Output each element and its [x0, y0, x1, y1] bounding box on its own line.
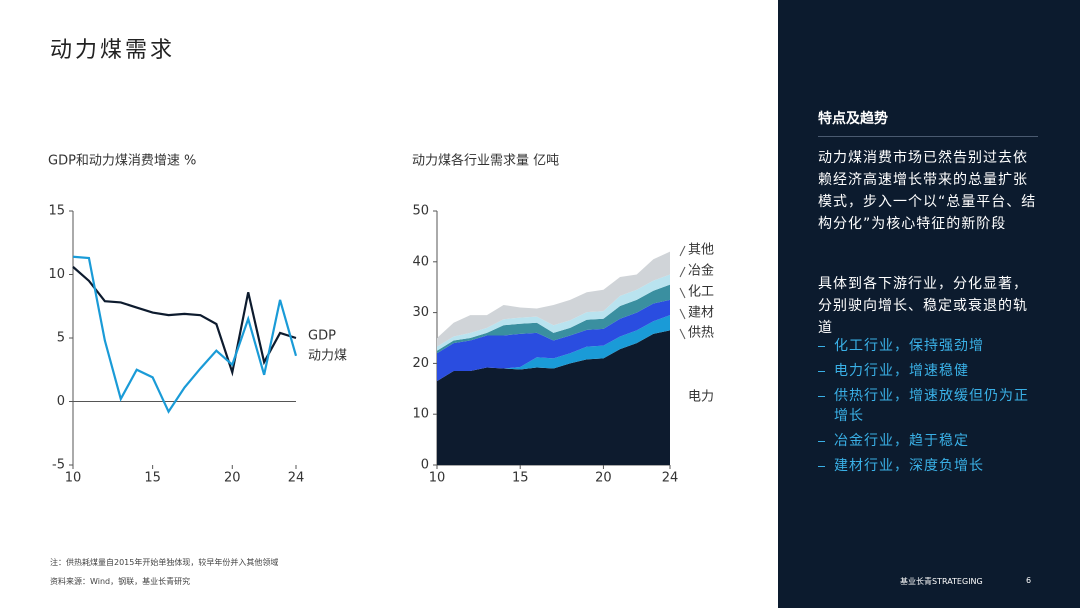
bullet: 供热行业，增速放缓但仍为正增长: [818, 386, 1040, 426]
series-label: GDP: [308, 329, 336, 344]
x-tick-label: 24: [662, 471, 679, 486]
label-leader: [679, 308, 686, 320]
x-tick-label: 10: [65, 471, 82, 486]
y-tick-label: 10: [48, 267, 65, 282]
area: [437, 284, 670, 354]
y-tick-label: 40: [412, 254, 429, 269]
y-tick-label: -5: [52, 458, 65, 473]
y-tick-label: 30: [412, 305, 429, 320]
x-tick-label: 20: [224, 471, 241, 486]
chart-title: GDP和动力煤消费增速 %: [48, 154, 196, 169]
bullet-list: 化工行业，保持强劲增 电力行业，增速稳健供热行业，增速放缓但仍为正增长冶金行业，趋…: [818, 336, 1040, 481]
series-label: 冶金: [688, 263, 714, 279]
label-leader: [679, 266, 686, 278]
bullet: 冶金行业，趋于稳定: [818, 431, 1040, 451]
y-tick-label: 10: [412, 407, 429, 422]
panel-paragraph: 具体到各下游行业，分化显著，分别驶向增长、稳定或衰退的轨道: [818, 276, 1028, 336]
page-number: 6: [1026, 576, 1032, 585]
area: [437, 315, 670, 382]
x-tick-label: 24: [288, 471, 305, 486]
y-tick-label: 15: [48, 204, 65, 219]
source: 资料来源：Wind，钢联，基业长青研究: [50, 577, 191, 586]
series-label: 其他: [688, 243, 714, 258]
line: [72, 266, 297, 377]
slide-title: 动力煤需求: [50, 38, 176, 63]
bullet: 化工行业，保持强劲增: [818, 336, 1040, 356]
brand: 基业长青STRATEGING: [900, 577, 983, 586]
y-tick-label: 0: [421, 458, 429, 473]
line: [72, 255, 298, 414]
area: [437, 330, 670, 465]
x-tick-label: 15: [144, 471, 161, 486]
x-tick-label: 20: [595, 471, 612, 486]
chart-title: 动力煤各行业需求量 亿吨: [412, 153, 559, 169]
area: [437, 299, 670, 382]
series-label: 化工: [688, 285, 714, 300]
bullet: 电力行业，增速稳健: [818, 361, 1040, 381]
panel-heading: 特点及趋势: [818, 108, 1038, 137]
y-tick-label: 20: [412, 356, 429, 371]
label-leader: [679, 245, 686, 257]
series-label: 供热: [688, 326, 714, 341]
bullet: 建材行业，深度负增长: [818, 456, 1040, 476]
x-tick-label: 10: [429, 471, 446, 486]
y-tick-label: 5: [57, 331, 65, 346]
x-tick-label: 15: [512, 471, 529, 486]
panel-paragraph: 动力煤消费市场已然告别过去依赖经济高速增长带来的总量扩张模式，步入一个以“总量平…: [818, 150, 1037, 232]
side-panel: 特点及趋势 动力煤消费市场已然告别过去依赖经济高速增长带来的总量扩张模式，步入一…: [778, 0, 1080, 608]
y-tick-label: 50: [412, 204, 429, 219]
y-tick-label: 0: [57, 394, 65, 409]
label-leader: [679, 287, 686, 299]
label-leader: [679, 328, 686, 340]
series-label: 建材: [688, 306, 714, 321]
footnote: 注：供热耗煤量自2015年开始单独体现，较早年份并入其他领域: [50, 558, 279, 567]
area: [437, 251, 670, 347]
series-label: 动力煤: [308, 349, 347, 364]
series-label: 电力: [688, 390, 714, 405]
